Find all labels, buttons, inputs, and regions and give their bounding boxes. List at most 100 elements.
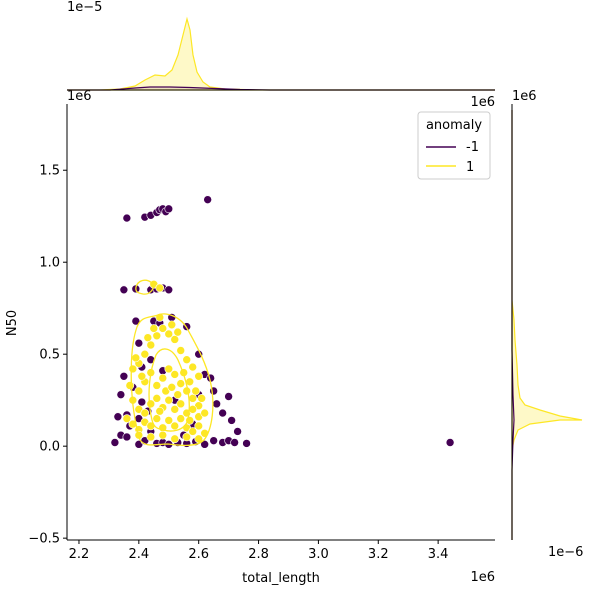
scatter-point-anomaly-neg1 [233, 427, 242, 436]
scatter-point-anomaly-1 [182, 432, 192, 442]
scatter-point-anomaly-neg1 [113, 412, 123, 422]
scatter-point-anomaly-1 [152, 331, 162, 341]
top-marginal-density-yellow [67, 16, 495, 91]
scatter-point-anomaly-1 [137, 371, 147, 381]
scatter-point-anomaly-neg1 [110, 438, 120, 447]
x-tick-label: 3.4 [428, 547, 449, 562]
y-tick-label: 0.0 [39, 440, 60, 455]
y-offset-label: 1e6 [67, 89, 92, 104]
scatter-point-anomaly-1 [122, 414, 132, 423]
scatter-point-anomaly-neg1 [119, 371, 129, 381]
scatter-point-anomaly-1 [176, 414, 186, 423]
scatter-point-anomaly-neg1 [209, 436, 218, 445]
scatter-point-anomaly-neg1 [230, 438, 239, 447]
legend-label-anomaly-1: 1 [466, 160, 474, 175]
scatter-point-anomaly-neg1 [227, 416, 236, 425]
x-tick-label: 2.2 [69, 547, 90, 562]
scatter-point-anomaly-1 [170, 370, 180, 379]
scatter-point-anomaly-neg1 [224, 392, 233, 401]
kde-contour-inner [148, 348, 190, 432]
scatter-point-anomaly-1 [170, 434, 180, 444]
x-offset-label: 1e6 [470, 570, 495, 585]
right-marginal-offset-label-bottom: 1e−6 [548, 545, 583, 560]
scatter-point-anomaly-1 [164, 416, 174, 425]
scatter-point-anomaly-1 [152, 381, 162, 390]
right-marginal-density-yellow [511, 110, 583, 540]
top-marginal-panel [67, 16, 495, 91]
scatter-point-anomaly-1 [188, 427, 198, 436]
scatter-point-anomaly-1 [128, 419, 138, 429]
right-marginal-panel [511, 104, 583, 540]
scatter-point-anomaly-1 [149, 324, 159, 333]
scatter-point-anomaly-1 [167, 320, 177, 330]
scatter-point-anomaly-1 [155, 406, 165, 416]
scatter-point-anomaly-neg1 [445, 438, 455, 447]
scatter-point-anomaly-1 [194, 371, 203, 381]
scatter-point-anomaly-1 [152, 394, 162, 403]
scatter-point-anomaly-neg1 [119, 285, 129, 295]
right-marginal-offset-label-top: 1e6 [470, 95, 495, 110]
scatter-point-anomaly-neg1 [203, 195, 212, 204]
y-axis-ticks: −0.5 0.0 0.5 1.0 1.5 [28, 164, 67, 547]
scatter-point-anomaly-1 [140, 349, 150, 359]
legend: anomaly -1 1 [417, 111, 491, 180]
y-tick-label: 1.0 [39, 256, 60, 271]
scatter-point-anomaly-1 [164, 364, 174, 374]
scatter-point-anomaly-1 [170, 335, 180, 344]
scatter-point-anomaly-1 [176, 399, 186, 409]
scatter-point-anomaly-1 [155, 283, 165, 293]
scatter-point-anomaly-neg1 [242, 439, 251, 448]
scatter-point-anomaly-1 [176, 346, 186, 355]
scatter-point-anomaly-neg1 [209, 386, 218, 396]
scatter-point-anomaly-1 [188, 394, 198, 403]
x-tick-label: 2.4 [128, 547, 149, 562]
y-axis-label: N50 [5, 310, 20, 336]
x-tick-label: 2.8 [248, 547, 269, 562]
scatter-point-anomaly-1 [173, 327, 183, 337]
y-tick-label: 0.5 [39, 348, 60, 363]
scatter-point-anomaly-neg1 [122, 213, 132, 223]
scatter-point-anomaly-1 [173, 390, 183, 399]
scatter-point-anomaly-1 [125, 381, 135, 390]
scatter-point-anomaly-neg1 [134, 338, 144, 348]
scatter-point-anomaly-neg1 [218, 408, 227, 418]
scatter-point-anomaly-1 [152, 414, 162, 423]
scatter-point-anomaly-1 [164, 329, 174, 339]
scatter-point-anomaly-1 [146, 432, 156, 442]
right-marginal-offset-label-right: 1e6 [512, 89, 537, 104]
scatter-point-anomaly-1 [188, 362, 198, 372]
legend-label-anomaly-neg1: -1 [466, 140, 479, 155]
scatter-point-anomaly-neg1 [212, 399, 221, 409]
scatter-point-anomaly-1 [158, 324, 168, 333]
scatter-point-anomaly-neg1 [122, 432, 132, 442]
scatter-point-anomaly-neg1 [164, 204, 174, 214]
scatter-point-anomaly-1 [164, 395, 174, 405]
scatter-point-anomaly-1 [200, 408, 209, 418]
y-tick-label: −0.5 [28, 532, 60, 547]
legend-frame [417, 111, 491, 180]
scatter-point-anomaly-1 [170, 421, 180, 431]
scatter-point-anomaly-1 [158, 373, 168, 383]
scatter-point-anomaly-neg1 [116, 390, 126, 399]
scatter-point-anomaly-1 [191, 386, 200, 396]
scatter-point-anomaly-1 [167, 383, 177, 392]
scatter-point-anomaly-1 [197, 394, 206, 403]
kde-contour-outer [130, 313, 214, 447]
scatter-point-anomaly-1 [146, 340, 156, 350]
scatter-point-anomaly-neg1 [200, 440, 209, 449]
scatter-point-anomaly-1 [131, 353, 141, 363]
scatter-points [110, 195, 455, 449]
x-axis-ticks: 2.2 2.4 2.6 2.8 3.0 3.2 3.4 [69, 540, 449, 562]
kde-contours [130, 279, 214, 447]
scatter-point-anomaly-1 [143, 333, 153, 342]
scatter-point-anomaly-1 [182, 355, 192, 365]
scatter-point-anomaly-1 [134, 386, 144, 396]
scatter-point-anomaly-1 [176, 379, 186, 388]
scatter-point-anomaly-1 [158, 430, 168, 440]
top-marginal-offset-label: 1e−5 [67, 0, 102, 15]
scatter-point-anomaly-neg1 [137, 397, 147, 407]
legend-title: anomaly [426, 118, 482, 133]
x-tick-label: 3.2 [368, 547, 389, 562]
